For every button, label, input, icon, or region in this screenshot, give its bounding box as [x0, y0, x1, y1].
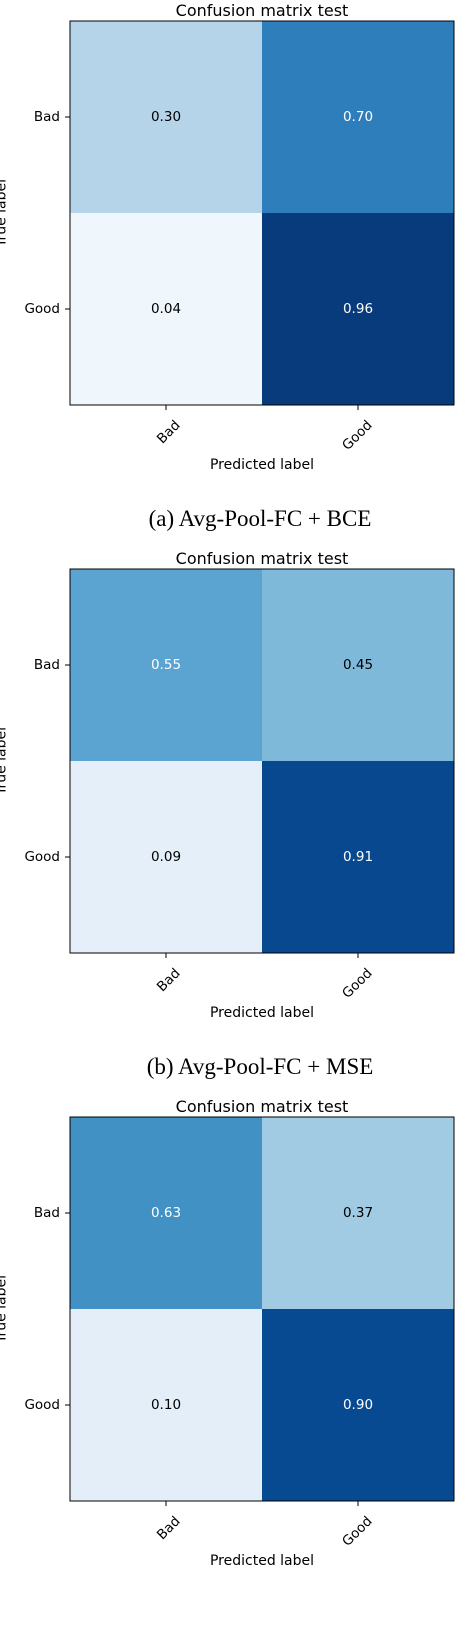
cm1-cell-0-0 — [70, 21, 262, 213]
cm3-cell-1-0 — [70, 1309, 262, 1501]
cm2-cell-1-1 — [262, 761, 454, 953]
cm2-title: Confusion matrix test — [176, 549, 349, 568]
cm3-x-tick-label-1: Good — [339, 1513, 375, 1549]
cm2-cell-label-1-1: 0.91 — [343, 849, 373, 865]
cm1-cell-label-1-0: 0.04 — [151, 301, 181, 317]
cm2-y-axis-label: True label — [0, 727, 10, 796]
cm1-y-tick-label-1: Good — [24, 301, 60, 317]
cm1-x-tick-label-0: Bad — [154, 417, 184, 447]
cm1-caption: (a) Avg-Pool-FC + BCE — [149, 506, 372, 531]
cm3-title: Confusion matrix test — [176, 1097, 349, 1116]
cm3-y-tick-label-0: Bad — [34, 1205, 60, 1221]
cm1-y-tick-label-0: Bad — [34, 109, 60, 125]
cm1-axes-frame — [69, 20, 455, 406]
cm2-cell-label-0-0: 0.55 — [151, 657, 181, 673]
cm2-y-tick-label-1: Good — [24, 849, 60, 865]
cm2-cell-label-0-1: 0.45 — [343, 657, 373, 673]
cm1-x-tick-label-1: Good — [339, 417, 375, 453]
cm2-caption: (b) Avg-Pool-FC + MSE — [147, 1054, 374, 1079]
cm3-x-tick-label-0: Bad — [154, 1513, 184, 1543]
cm2-x-axis-label: Predicted label — [210, 1005, 314, 1021]
cm3-cell-label-0-1: 0.37 — [343, 1205, 373, 1221]
cm1-x-axis-label: Predicted label — [210, 457, 314, 473]
cm3-cell-label-0-0: 0.63 — [151, 1205, 181, 1221]
cm3-cell-label-1-1: 0.90 — [343, 1397, 373, 1413]
cm3-y-axis-label: True label — [0, 1275, 10, 1344]
cm1-cell-1-0 — [70, 213, 262, 405]
cm3-cell-label-1-0: 0.10 — [151, 1397, 181, 1413]
cm3-cell-0-1 — [262, 1117, 454, 1309]
cm3-axes-frame — [69, 1116, 455, 1502]
cm2-x-tick-label-1: Good — [339, 965, 375, 1001]
cm3-cell-0-0 — [70, 1117, 262, 1309]
cm1-cell-0-1 — [262, 21, 454, 213]
cm2-cell-1-0 — [70, 761, 262, 953]
cm2-cell-0-0 — [70, 569, 262, 761]
cm3-y-tick-label-1: Good — [24, 1397, 60, 1413]
cm1-title: Confusion matrix test — [176, 1, 349, 20]
cm2-cell-label-1-0: 0.09 — [151, 849, 181, 865]
cm2-x-tick-label-0: Bad — [154, 965, 184, 995]
cm1-cell-1-1 — [262, 213, 454, 405]
cm2-y-tick-label-0: Bad — [34, 657, 60, 673]
cm1-cell-label-1-1: 0.96 — [343, 301, 373, 317]
cm3-cell-1-1 — [262, 1309, 454, 1501]
cm3-x-axis-label: Predicted label — [210, 1553, 314, 1569]
cm1-cell-label-0-1: 0.70 — [343, 109, 373, 125]
cm2-cell-0-1 — [262, 569, 454, 761]
cm2-axes-frame — [69, 568, 455, 954]
cm1-cell-label-0-0: 0.30 — [151, 109, 181, 125]
cm1-y-axis-label: True label — [0, 179, 10, 248]
